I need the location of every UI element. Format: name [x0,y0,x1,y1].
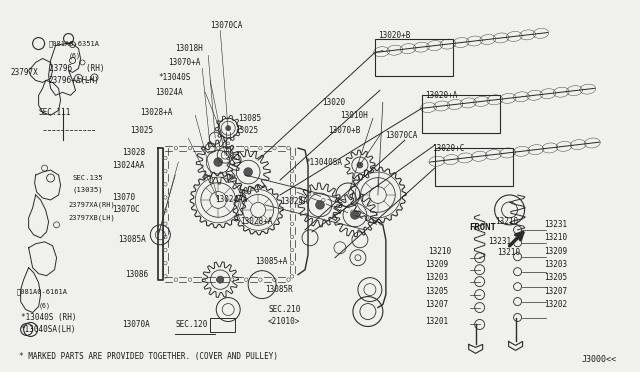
Circle shape [216,276,224,283]
Text: 13070: 13070 [113,193,136,202]
Text: *13040SA: *13040SA [305,158,342,167]
Text: (6): (6) [38,302,51,309]
Text: 13070CA: 13070CA [385,131,417,140]
Text: 13201: 13201 [425,317,448,326]
Text: 13203: 13203 [545,260,568,269]
Circle shape [316,201,324,209]
Text: 13205: 13205 [425,287,448,296]
Text: 13024A: 13024A [280,198,308,206]
Text: SEC.135: SEC.135 [72,175,103,181]
Text: 13020: 13020 [322,98,345,107]
Text: 13028+A: 13028+A [240,217,273,227]
Text: 13085: 13085 [238,114,261,123]
Text: 13028: 13028 [122,148,145,157]
Text: 13207: 13207 [545,287,568,296]
Text: 13209: 13209 [425,260,448,269]
Text: <21010>: <21010> [268,317,301,326]
Text: * MARKED PARTS ARE PROVIDED TOGETHER. (COVER AND PULLEY): * MARKED PARTS ARE PROVIDED TOGETHER. (C… [19,352,278,361]
Circle shape [214,158,223,167]
Text: 13020+B: 13020+B [378,31,410,40]
Circle shape [244,168,253,176]
Text: 13085A: 13085A [118,235,146,244]
Text: 13025: 13025 [235,126,259,135]
Text: Ⓐ081A0-6161A: Ⓐ081A0-6161A [17,288,68,295]
Text: *13040S: *13040S [158,73,191,82]
Text: 13070C: 13070C [113,205,140,214]
Bar [210,318,235,333]
Text: SEC.120: SEC.120 [175,320,208,329]
Text: 13202: 13202 [545,300,568,309]
Text: 13020+A: 13020+A [425,91,457,100]
Text: 13231: 13231 [488,237,511,246]
Text: Ⓐ081A0-6351A: Ⓐ081A0-6351A [49,40,100,47]
Text: 13210: 13210 [498,248,521,257]
Text: 13025: 13025 [131,126,154,135]
Text: 13231: 13231 [545,220,568,230]
Text: 13070CA: 13070CA [210,21,243,30]
Text: 13203: 13203 [425,273,448,282]
Text: 13086: 13086 [125,270,148,279]
Text: 13085R: 13085R [265,285,293,294]
Text: 23796+A(LH): 23796+A(LH) [49,76,99,85]
Text: 13207: 13207 [425,300,448,309]
Bar [422,95,500,133]
Text: 13210: 13210 [545,233,568,242]
Circle shape [351,211,359,219]
Circle shape [226,126,231,131]
Text: 13209: 13209 [545,247,568,256]
Text: 13024A: 13024A [156,88,183,97]
Text: *13040S (RH): *13040S (RH) [20,313,76,322]
Text: (13035): (13035) [72,187,103,193]
Bar [375,39,452,76]
Text: FRONT: FRONT [470,223,497,232]
Text: 13070A: 13070A [122,320,150,329]
Text: 13018H: 13018H [175,44,203,53]
Text: 13070+A: 13070+A [168,58,201,67]
Text: 13024AA: 13024AA [215,195,248,205]
Circle shape [357,162,363,168]
Text: 23796   (RH): 23796 (RH) [49,64,104,73]
Bar [435,148,513,186]
Text: (6): (6) [68,52,81,59]
Text: J3000<<: J3000<< [581,355,616,364]
Text: 23797XA(RH): 23797XA(RH) [68,202,115,208]
Text: 13024AA: 13024AA [113,161,145,170]
Text: 23797X: 23797X [11,68,38,77]
Text: 13070+B: 13070+B [328,126,360,135]
Text: 13028+A: 13028+A [140,108,173,117]
Text: 13210: 13210 [428,247,451,256]
Text: *13040SA(LH): *13040SA(LH) [20,325,76,334]
Text: SEC.210: SEC.210 [268,305,301,314]
Text: SEC.111: SEC.111 [38,108,71,117]
Text: 13205: 13205 [545,273,568,282]
Text: 13085+A: 13085+A [255,257,287,266]
Text: 13010H: 13010H [340,111,368,120]
Text: 13210: 13210 [495,217,519,227]
Text: 23797XB(LH): 23797XB(LH) [68,215,115,221]
Text: 13020+C: 13020+C [432,144,464,153]
